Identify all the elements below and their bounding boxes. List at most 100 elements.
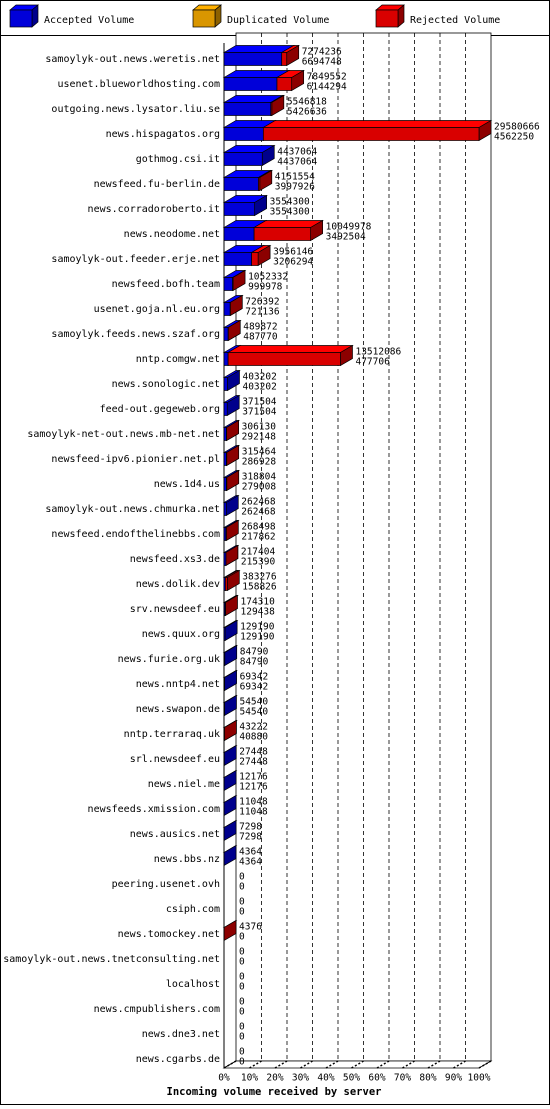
accepted-value-label: 4562250 xyxy=(494,132,534,143)
accepted-bar-face xyxy=(224,403,227,416)
accepted-bar-face xyxy=(224,78,277,91)
accepted-value-label: 129438 xyxy=(241,607,276,618)
category-label: news.sonologic.net xyxy=(112,379,220,390)
category-label: newsfeed.bofh.team xyxy=(112,279,220,290)
accepted-value-label: 84790 xyxy=(240,657,269,668)
category-label: samoylyk-out.news.chmurka.net xyxy=(45,504,220,515)
accepted-value-label: 0 xyxy=(239,982,245,993)
accepted-bar-face xyxy=(224,203,255,216)
rejected-bar-face xyxy=(263,121,491,128)
accepted-value-label: 4364 xyxy=(239,857,262,868)
rejected-bar-face xyxy=(282,53,287,66)
accepted-value-label: 11048 xyxy=(239,807,268,818)
category-label: newsfeeds.xmission.com xyxy=(88,804,220,815)
rejected-bar-face xyxy=(228,353,340,366)
accepted-bar-face xyxy=(224,453,226,466)
rejected-bar xyxy=(254,221,323,241)
x-tick-label: 80% xyxy=(419,1073,436,1084)
category-label: feed-out.gegeweb.org xyxy=(100,404,220,415)
legend-label: Accepted Volume xyxy=(44,15,134,26)
legend-swatch xyxy=(193,5,221,27)
category-label: usenet.blueworldhosting.com xyxy=(57,79,220,90)
accepted-bar-face xyxy=(224,178,258,191)
category-label: newsfeed-ipv6.pionier.net.pl xyxy=(51,454,220,465)
x-tick-label: 50% xyxy=(343,1073,360,1084)
accepted-bar-face xyxy=(224,228,254,241)
category-label: localhost xyxy=(166,979,220,990)
category-label: samoylyk-net-out.news.mb-net.net xyxy=(27,429,220,440)
accepted-value-label: 262468 xyxy=(241,507,276,518)
accepted-bar-face xyxy=(224,678,225,691)
accepted-value-label: 54540 xyxy=(239,707,268,718)
accepted-value-label: 5426636 xyxy=(287,107,327,118)
category-label: samoylyk.feeds.news.szaf.org xyxy=(51,329,220,340)
accepted-value-label: 721136 xyxy=(245,307,280,318)
category-label: news.swapon.de xyxy=(136,704,220,715)
accepted-bar-face xyxy=(224,428,227,441)
rejected-bar-face xyxy=(252,253,258,266)
accepted-value-label: 0 xyxy=(239,882,245,893)
category-label: samoylyk-out.news.weretis.net xyxy=(45,54,220,65)
category-label: samoylyk-out.news.tnetconsulting.net xyxy=(3,954,220,965)
x-tick-label: 70% xyxy=(394,1073,411,1084)
category-label: nntp.comgw.net xyxy=(136,354,220,365)
rejected-bar xyxy=(263,121,491,141)
legend-swatch-face xyxy=(376,10,398,27)
accepted-value-label: 7298 xyxy=(239,832,262,843)
category-label: news.furie.org.uk xyxy=(118,654,220,665)
accepted-bar-face xyxy=(224,653,225,666)
x-axis-label: Incoming volume received by server xyxy=(167,1086,382,1098)
accepted-value-label: 477706 xyxy=(355,357,390,368)
accepted-value-label: 0 xyxy=(239,1057,245,1068)
accepted-bar-face xyxy=(224,478,226,491)
accepted-bar-face xyxy=(224,353,228,366)
x-tick-label: 10% xyxy=(241,1073,258,1084)
legend-label: Rejected Volume xyxy=(410,15,500,26)
accepted-bar-face xyxy=(224,278,233,291)
category-label: newsfeed.fu-berlin.de xyxy=(94,179,220,190)
accepted-value-label: 371504 xyxy=(242,407,277,418)
accepted-value-label: 286928 xyxy=(242,457,277,468)
accepted-value-label: 12176 xyxy=(239,782,268,793)
accepted-value-label: 158826 xyxy=(242,582,277,593)
accepted-value-label: 0 xyxy=(239,1007,245,1018)
category-label: news.quux.org xyxy=(142,629,220,640)
category-label: gothmog.csi.it xyxy=(136,154,220,165)
accepted-value-label: 129190 xyxy=(240,632,275,643)
accepted-bar-face xyxy=(224,253,252,266)
accepted-value-label: 0 xyxy=(239,957,245,968)
category-label: news.tomockey.net xyxy=(118,929,220,940)
accepted-value-label: 215390 xyxy=(241,557,276,568)
category-label: newsfeed.xs3.de xyxy=(130,554,220,565)
accepted-bar-face xyxy=(224,153,262,166)
category-label: csiph.com xyxy=(166,904,220,915)
x-tick-label: 40% xyxy=(317,1073,334,1084)
category-label: news.corradoroberto.it xyxy=(88,204,220,215)
category-label: samoylyk-out.feeder.erje.net xyxy=(51,254,220,265)
category-label: nntp.terraraq.uk xyxy=(124,729,220,740)
category-label: outgoing.news.lysator.liu.se xyxy=(51,104,220,115)
category-label: news.hispagatos.org xyxy=(106,129,220,140)
accepted-bar-face xyxy=(224,53,282,66)
accepted-bar-face xyxy=(224,503,226,516)
x-tick-label: 0% xyxy=(218,1073,230,1084)
category-label: news.1d4.us xyxy=(154,479,220,490)
category-label: news.cgarbs.de xyxy=(136,1054,220,1065)
legend-swatch-face xyxy=(193,10,215,27)
accepted-bar-face xyxy=(224,628,225,641)
accepted-bar-face xyxy=(224,328,228,341)
category-label: news.cmpublishers.com xyxy=(94,1004,220,1015)
accepted-bar xyxy=(224,196,267,216)
category-label: news.dolik.dev xyxy=(136,579,220,590)
accepted-value-label: 3554300 xyxy=(270,207,310,218)
category-label: news.ausics.net xyxy=(130,829,220,840)
x-tick-label: 90% xyxy=(445,1073,462,1084)
legend-swatch-face xyxy=(10,10,32,27)
x-tick-label: 30% xyxy=(292,1073,309,1084)
accepted-value-label: 0 xyxy=(239,932,245,943)
category-label: news.neodome.net xyxy=(124,229,220,240)
plot-floor xyxy=(224,1061,491,1068)
category-label: peering.usenet.ovh xyxy=(112,879,220,890)
accepted-bar-face xyxy=(224,128,263,141)
